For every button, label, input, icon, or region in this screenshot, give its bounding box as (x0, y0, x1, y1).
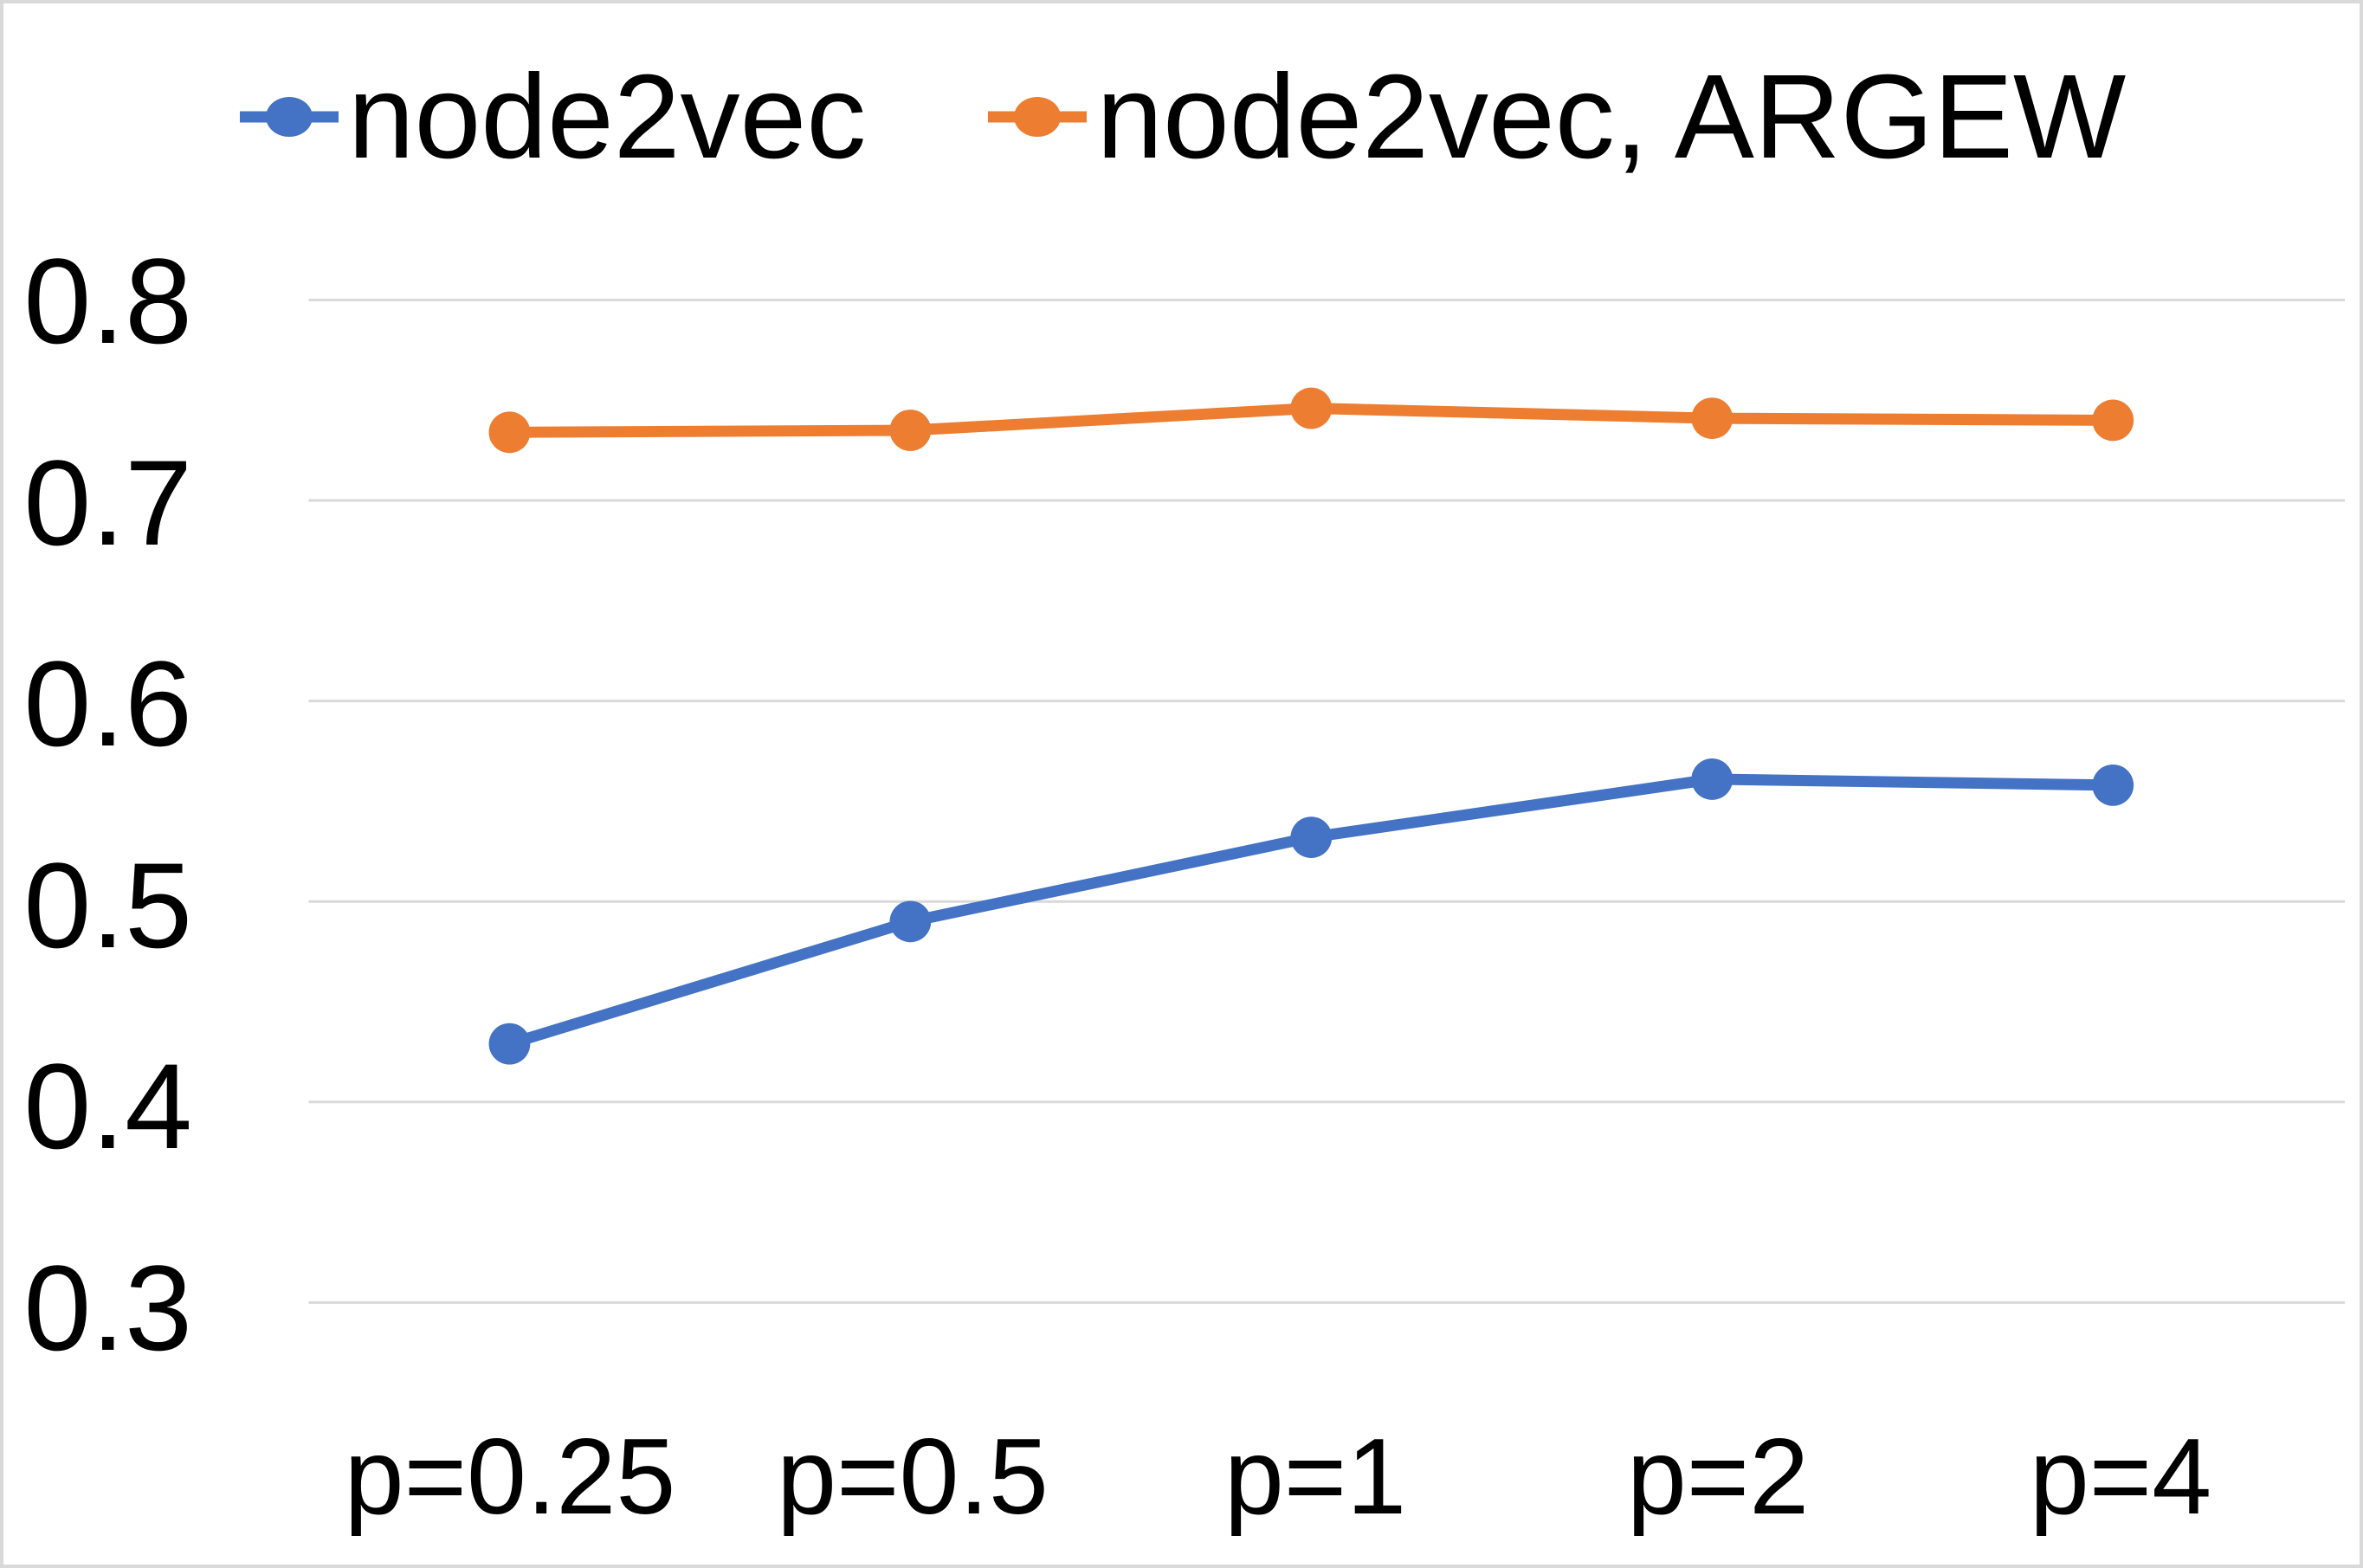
y-tick-label: 0.7 (23, 434, 192, 571)
data-point[interactable] (1290, 387, 1333, 429)
data-point[interactable] (488, 411, 531, 454)
data-point[interactable] (1290, 816, 1333, 858)
x-tick-label: p=1 (1223, 1417, 1407, 1537)
legend-item-node2vec-argew[interactable]: node2vec, ARGEW (985, 48, 2126, 186)
data-point[interactable] (488, 1023, 531, 1065)
y-tick-label: 0.3 (23, 1240, 192, 1376)
plot-area (308, 298, 2346, 1304)
data-point[interactable] (1691, 397, 1734, 440)
line-marker-icon (239, 97, 339, 138)
y-tick-label: 0.8 (23, 233, 192, 369)
chart-legend: node2vec node2vec, ARGEW (3, 48, 2360, 186)
data-point[interactable] (889, 900, 932, 943)
x-tick-label: p=0.5 (777, 1417, 1049, 1537)
legend-label: node2vec, ARGEW (1096, 50, 2127, 184)
data-point[interactable] (2092, 764, 2134, 806)
x-tick-label: p=0.25 (344, 1417, 676, 1537)
y-tick-label: 0.5 (23, 836, 192, 973)
line-marker-icon (988, 97, 1088, 138)
data-point[interactable] (2092, 399, 2134, 442)
x-tick-label: p=4 (2029, 1417, 2212, 1537)
legend-item-node2vec[interactable]: node2vec (237, 48, 867, 186)
data-point[interactable] (1691, 758, 1734, 800)
y-tick-label: 0.4 (23, 1038, 192, 1175)
legend-label: node2vec (347, 50, 867, 184)
data-point[interactable] (889, 410, 932, 451)
y-tick-label: 0.6 (23, 636, 192, 772)
x-tick-label: p=2 (1626, 1417, 1810, 1537)
